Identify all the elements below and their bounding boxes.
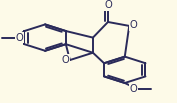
Text: O: O [130, 84, 138, 94]
Text: O: O [130, 20, 138, 30]
Text: O: O [104, 0, 112, 10]
Text: O: O [16, 33, 23, 43]
Text: O: O [62, 55, 69, 65]
